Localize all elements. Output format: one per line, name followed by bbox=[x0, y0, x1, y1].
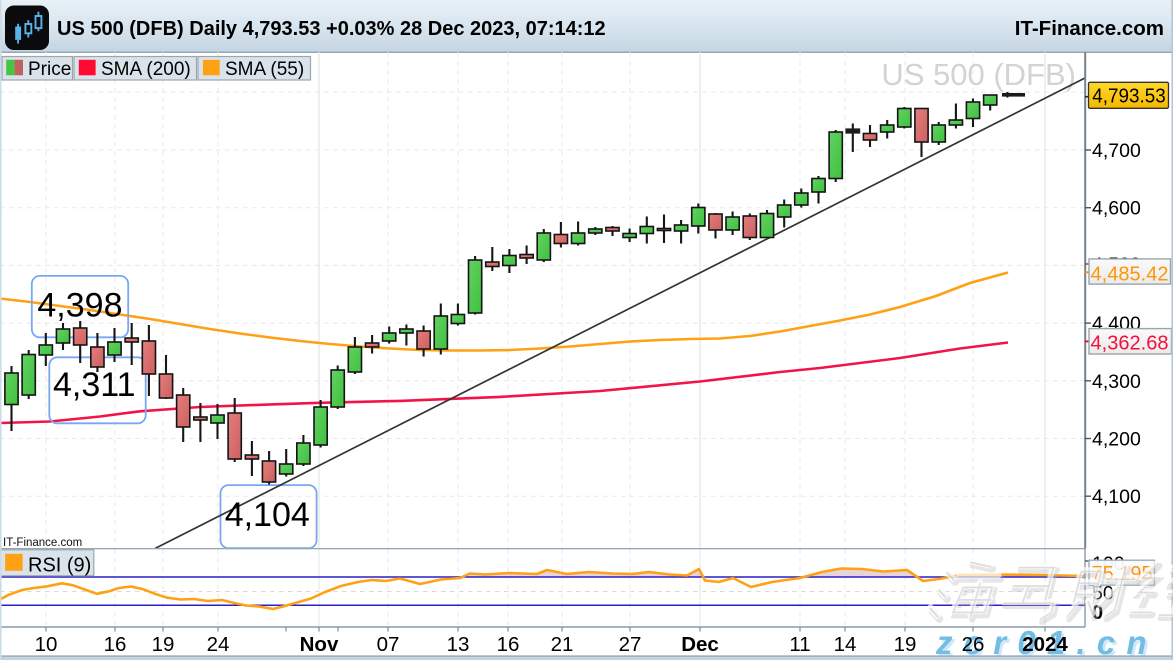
svg-text:4,398: 4,398 bbox=[37, 286, 122, 324]
svg-text:19: 19 bbox=[152, 633, 175, 656]
svg-text:2024: 2024 bbox=[1022, 633, 1068, 656]
svg-text:4,311: 4,311 bbox=[53, 366, 136, 404]
svg-text:SMA (55): SMA (55) bbox=[225, 59, 304, 80]
svg-text:US 500 (DFB): US 500 (DFB) bbox=[881, 57, 1076, 92]
svg-text:IT-Finance.com: IT-Finance.com bbox=[3, 537, 82, 549]
svg-text:Price: Price bbox=[28, 59, 71, 80]
svg-text:zcr01.cn: zcr01.cn bbox=[935, 624, 1158, 660]
svg-text:4,100: 4,100 bbox=[1092, 486, 1141, 508]
svg-text:IT-Finance.com: IT-Finance.com bbox=[1015, 17, 1164, 40]
svg-text:US 500 (DFB) Daily 4,793.53 +0: US 500 (DFB) Daily 4,793.53 +0.03% 28 De… bbox=[57, 18, 606, 40]
svg-text:14: 14 bbox=[834, 633, 857, 656]
svg-text:zcr01.cn: zcr01.cn bbox=[938, 627, 1161, 660]
svg-text:4,362.68: 4,362.68 bbox=[1091, 333, 1169, 355]
svg-text:19: 19 bbox=[894, 633, 917, 656]
svg-text:4,104: 4,104 bbox=[225, 496, 310, 534]
svg-text:4,485.42: 4,485.42 bbox=[1091, 263, 1169, 285]
svg-text:21: 21 bbox=[551, 633, 574, 656]
svg-text:16: 16 bbox=[104, 633, 127, 656]
svg-text:4,793.53: 4,793.53 bbox=[1092, 85, 1166, 107]
svg-text:07: 07 bbox=[377, 633, 400, 656]
svg-text:27: 27 bbox=[619, 633, 642, 656]
svg-text:4,600: 4,600 bbox=[1092, 198, 1141, 220]
svg-text:0: 0 bbox=[1092, 602, 1103, 624]
svg-text:10: 10 bbox=[35, 633, 58, 656]
svg-text:16: 16 bbox=[497, 633, 520, 656]
svg-text:13: 13 bbox=[447, 633, 470, 656]
svg-text:RSI (9): RSI (9) bbox=[28, 555, 91, 577]
svg-text:11: 11 bbox=[789, 633, 810, 656]
svg-text:4,300: 4,300 bbox=[1092, 371, 1141, 393]
svg-text:4,200: 4,200 bbox=[1092, 429, 1141, 451]
svg-text:4,700: 4,700 bbox=[1092, 140, 1141, 162]
svg-text:Nov: Nov bbox=[300, 633, 339, 656]
svg-text:24: 24 bbox=[207, 633, 230, 656]
svg-text:Dec: Dec bbox=[681, 633, 719, 656]
svg-text:SMA (200): SMA (200) bbox=[101, 59, 191, 80]
svg-text:26: 26 bbox=[962, 633, 985, 656]
